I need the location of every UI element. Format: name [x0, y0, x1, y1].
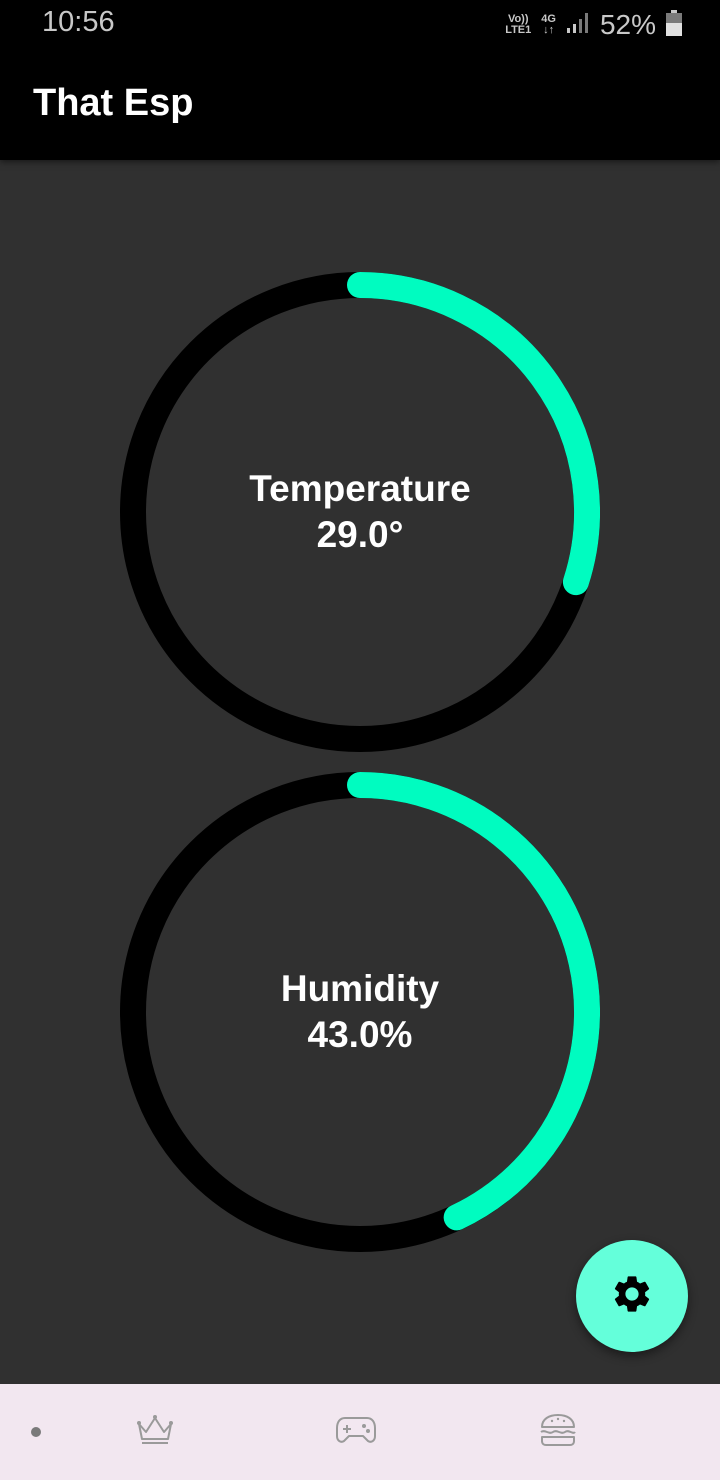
settings-fab[interactable]: [576, 1240, 688, 1352]
humidity-value: 43.0%: [307, 1014, 413, 1055]
app-bar: That Esp: [0, 50, 720, 160]
battery-icon: [666, 9, 682, 41]
app-title: That Esp: [33, 82, 194, 124]
nav-item-home[interactable]: [0, 1384, 76, 1480]
battery-percent: 52%: [599, 9, 656, 40]
nav-item-food[interactable]: [518, 1384, 598, 1480]
temperature-gauge: Temperature 29.0°: [120, 272, 600, 752]
humidity-label: Humidity: [280, 968, 440, 1009]
temperature-readout: Temperature 29.0°: [120, 272, 600, 752]
temperature-ring: [120, 272, 600, 752]
volte-bottom: LTE1: [505, 24, 532, 36]
humidity-gauge: Humidity 43.0%: [120, 772, 600, 1252]
status-icons: Vo)) LTE1 4G ↓↑ 52%: [505, 8, 682, 42]
gear-icon: [610, 1272, 654, 1321]
humidity-ring: [120, 772, 600, 1252]
signal-icon: [566, 11, 590, 40]
gamepad-icon: [335, 1414, 377, 1451]
volte-indicator: Vo)) LTE1: [505, 14, 531, 36]
bottom-nav: [0, 1384, 720, 1480]
humidity-readout: Humidity 43.0%: [120, 772, 600, 1252]
crown-icon: [135, 1414, 175, 1451]
temperature-label: Temperature: [249, 468, 471, 509]
dot-icon: [31, 1427, 41, 1437]
nav-item-crown[interactable]: [115, 1384, 195, 1480]
status-bar: 10:56 Vo)) LTE1 4G ↓↑ 52%: [0, 0, 720, 50]
volte-top: Vo)): [507, 13, 529, 25]
temperature-progress-arc: [347, 272, 600, 596]
nav-item-games[interactable]: [316, 1384, 396, 1480]
status-time: 10:56: [42, 6, 115, 38]
burger-icon: [539, 1413, 577, 1452]
network-indicator: 4G ↓↑: [541, 14, 556, 36]
temperature-value: 29.0°: [316, 514, 404, 555]
network-arrows: ↓↑: [543, 24, 555, 36]
humidity-progress-arc: [347, 772, 600, 1231]
network-type: 4G: [541, 13, 556, 25]
